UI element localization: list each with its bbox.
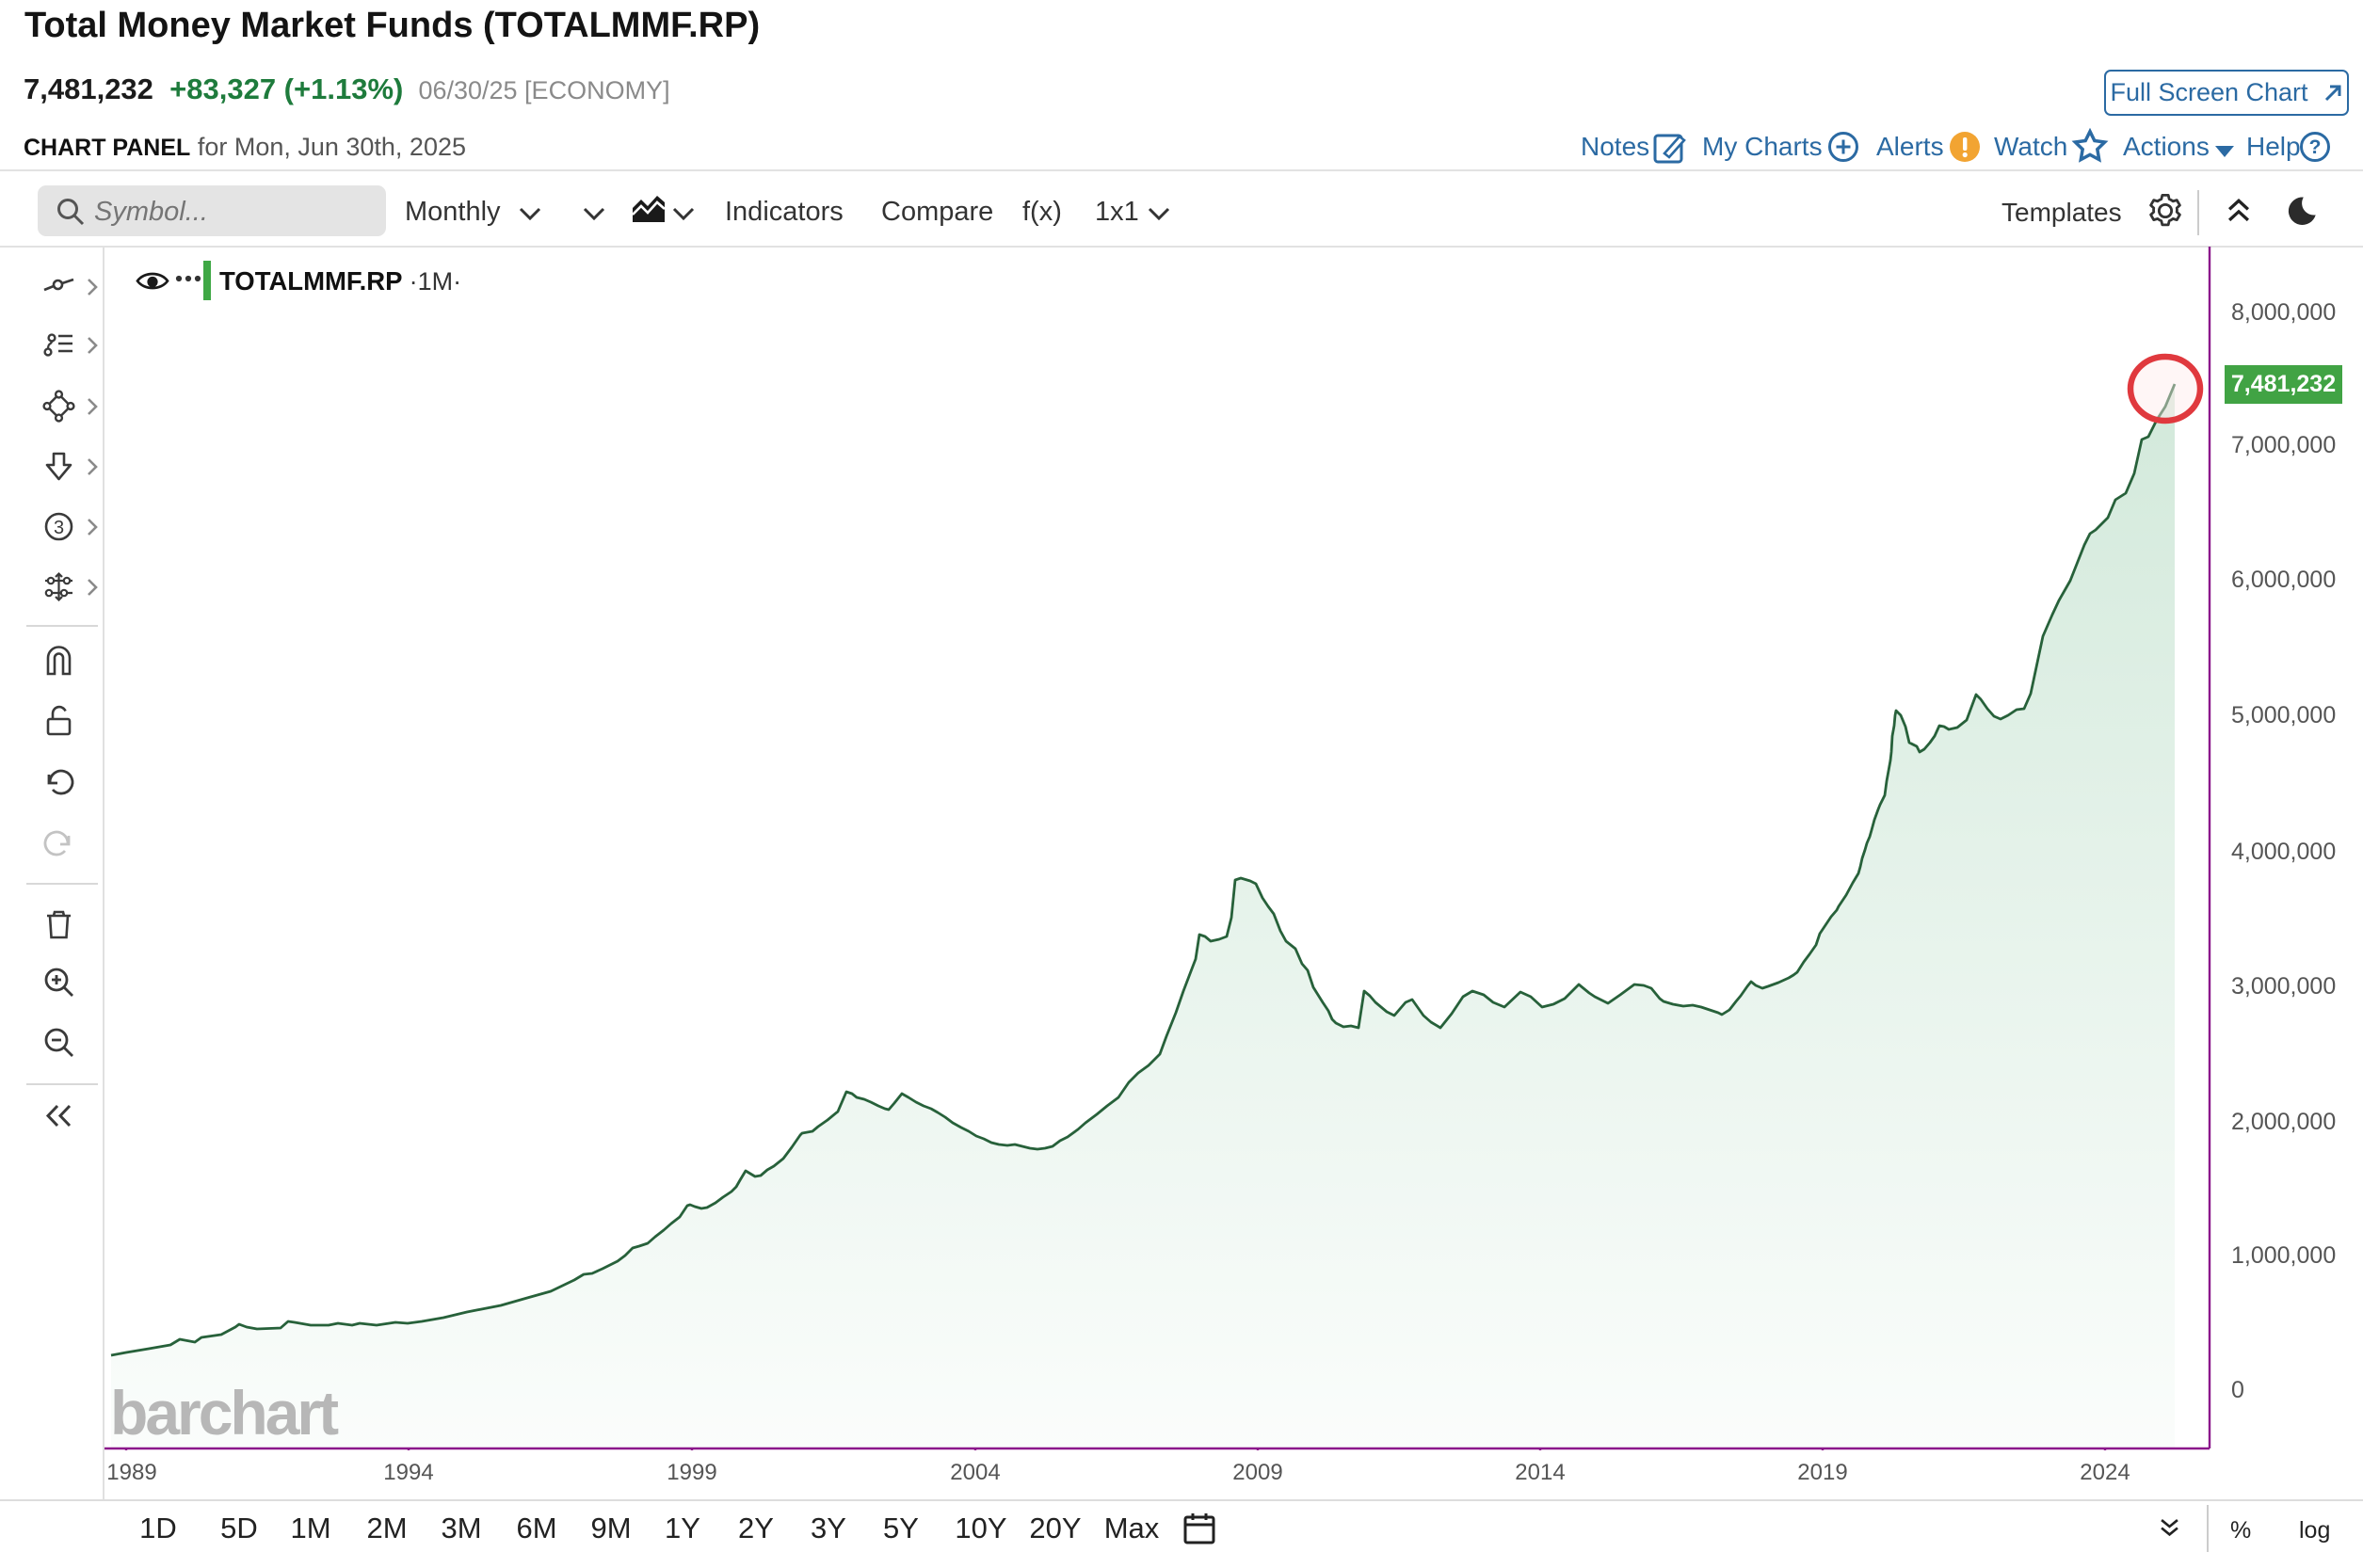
svg-text:3: 3 — [54, 518, 64, 538]
svg-text:?: ? — [2309, 136, 2322, 158]
